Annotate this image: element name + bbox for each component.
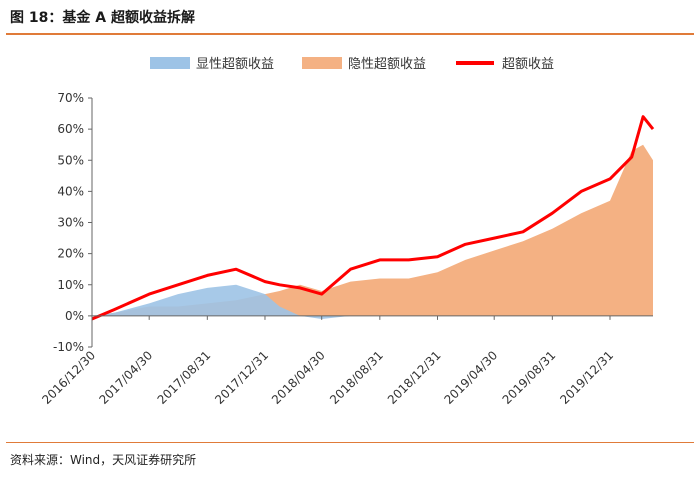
y-tick-label: 60% [57,122,84,136]
x-tick-label: 2017/12/31 [212,348,271,407]
x-tick-label: 2018/04/30 [269,348,328,407]
y-tick-label: 50% [57,153,84,167]
explicit-excess-area [92,284,653,319]
title-divider [6,33,694,35]
y-tick-label: 40% [57,184,84,198]
source-note: 资料来源：Wind，天风证券研究所 [10,453,197,467]
y-tick-label: 0% [65,309,84,323]
y-tick-label: -10% [53,340,84,354]
y-axis: 70% 60% 50% 40% 30% 20% 10% 0% -10% [53,91,93,354]
total-excess-line [91,115,655,321]
x-tick-label: 2017/08/31 [155,348,214,407]
x-tick-label: 2019/04/30 [442,348,501,407]
x-tick-label: 2019/12/31 [557,348,616,407]
x-tick-label: 2018/08/31 [327,348,386,407]
plot-area [91,115,655,321]
implicit-excess-area [92,144,653,316]
x-tick-label: 2019/08/31 [500,348,559,407]
legend-label-implicit: 隐性超额收益 [348,57,426,72]
chart-legend: 显性超额收益 隐性超额收益 超额收益 [150,57,554,72]
y-tick-label: 30% [57,216,84,230]
x-tick-label: 2018/12/31 [385,348,444,407]
legend-label-explicit: 显性超额收益 [196,57,274,72]
y-tick-label: 70% [57,91,84,105]
legend-swatch-implicit [302,57,342,69]
y-tick-label: 20% [57,247,84,261]
legend-label-total: 超额收益 [502,57,554,72]
x-tick-label: 2017/04/30 [96,348,155,407]
footer-divider [6,442,694,443]
legend-swatch-explicit [150,57,190,69]
figure-title: 图 18：基金 A 超额收益拆解 [10,10,195,26]
x-tick-label: 2016/12/30 [39,348,98,407]
y-tick-label: 10% [57,278,84,292]
